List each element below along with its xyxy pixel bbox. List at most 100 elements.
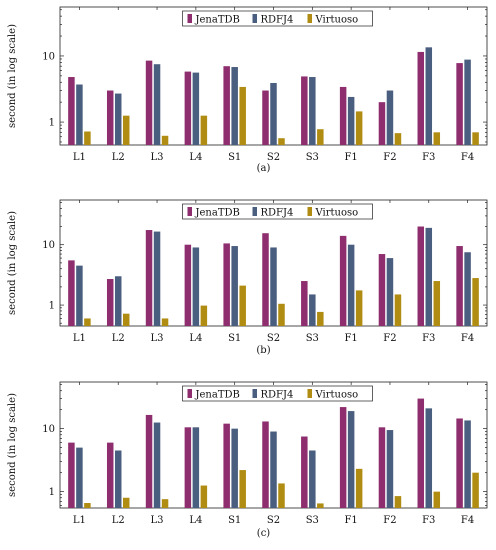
- bar-jenatdb-l2: [106, 90, 114, 145]
- x-tick-label: S1: [228, 515, 241, 526]
- bar-rdfj4-l4: [192, 247, 200, 326]
- x-tick-label: F3: [422, 515, 435, 526]
- legend: JenaTDB RDFJ4 Virtuoso: [182, 203, 373, 220]
- legend-label-virtuoso: Virtuoso: [315, 390, 359, 401]
- bar-jenatdb-l3: [145, 230, 153, 326]
- bar-virtuoso-f2: [394, 496, 402, 508]
- bar-rdfj4-l3: [153, 422, 161, 508]
- y-tick-label: 1: [49, 301, 55, 312]
- bar-jenatdb-f1: [339, 235, 347, 326]
- x-tick-label: F1: [344, 333, 357, 344]
- bar-jenatdb-s3: [301, 281, 308, 326]
- x-tick-label: L4: [189, 333, 202, 344]
- x-tick-label: S3: [306, 152, 319, 163]
- legend-label-rdfj4: RDFJ4: [261, 15, 294, 26]
- bar-rdfj4-l1: [76, 84, 83, 145]
- chart-caption: (a): [257, 163, 271, 174]
- legend-swatch-rdfj4: [252, 14, 257, 23]
- y-tick-label: 1: [49, 118, 55, 129]
- bar-rdfj4-f1: [347, 96, 355, 145]
- bar-virtuoso-s1: [239, 285, 246, 326]
- x-tick-label: F1: [344, 515, 357, 526]
- y-axis-title: second (in log scale): [7, 211, 18, 315]
- bar-rdfj4-f1: [347, 244, 355, 326]
- x-tick-label: L3: [151, 333, 164, 344]
- legend: JenaTDB RDFJ4 Virtuoso: [182, 385, 373, 402]
- x-tick-label: L1: [73, 515, 86, 526]
- x-tick-label: L4: [189, 152, 202, 163]
- bar-jenatdb-f4: [456, 418, 463, 508]
- legend-swatch-jenatdb: [187, 14, 192, 23]
- bar-jenatdb-s1: [223, 423, 230, 508]
- y-tick-label: 1: [49, 487, 55, 498]
- bar-rdfj4-f2: [386, 430, 394, 508]
- y-axis-title: second (in log scale): [7, 24, 18, 128]
- bar-rdfj4-s3: [309, 450, 316, 508]
- bar-rdfj4-f3: [425, 227, 433, 326]
- bar-jenatdb-f4: [456, 63, 463, 146]
- bar-virtuoso-l4: [200, 485, 208, 508]
- bar-jenatdb-f2: [378, 102, 386, 145]
- bar-virtuoso-s2: [278, 138, 285, 145]
- x-tick-label: S2: [267, 515, 280, 526]
- bar-rdfj4-s1: [231, 428, 238, 508]
- bar-jenatdb-l3: [145, 414, 153, 508]
- bar-jenatdb-s2: [262, 233, 269, 326]
- legend-label-virtuoso: Virtuoso: [315, 208, 359, 219]
- legend-label-virtuoso: Virtuoso: [315, 15, 359, 26]
- chart-caption: (c): [257, 528, 271, 539]
- legend-label-jenatdb: JenaTDB: [195, 208, 240, 219]
- x-tick-label: L3: [151, 515, 164, 526]
- x-tick-label: F4: [461, 515, 474, 526]
- bar-jenatdb-s2: [262, 421, 269, 508]
- bar-rdfj4-f4: [464, 59, 471, 146]
- bar-virtuoso-s3: [317, 311, 324, 326]
- bar-virtuoso-l3: [161, 318, 169, 326]
- legend-swatch-virtuoso: [307, 207, 312, 216]
- bar-rdfj4-l1: [76, 447, 83, 508]
- legend-swatch-virtuoso: [307, 389, 312, 398]
- bar-virtuoso-f3: [433, 281, 441, 326]
- x-tick-label: F3: [422, 152, 435, 163]
- x-tick-label: F4: [461, 152, 474, 163]
- bar-rdfj4-s1: [231, 67, 238, 145]
- x-tick-label: F2: [383, 515, 396, 526]
- x-tick-label: F1: [344, 152, 357, 163]
- chart-panel-3: 1 10 second (in log scale) L1 L2 L3 L4 S1 S2 S3 F1…: [7, 381, 488, 539]
- legend-label-jenatdb: JenaTDB: [195, 15, 240, 26]
- bar-rdfj4-s3: [309, 77, 316, 145]
- bar-jenatdb-s1: [223, 243, 230, 326]
- x-tick-label: F3: [422, 333, 435, 344]
- legend: JenaTDB RDFJ4 Virtuoso: [182, 10, 373, 27]
- x-tick-label: L3: [151, 152, 164, 163]
- y-tick-label: 10: [42, 424, 55, 435]
- x-tick-label: F2: [383, 333, 396, 344]
- bar-virtuoso-l1: [84, 318, 91, 326]
- bar-virtuoso-f1: [355, 111, 363, 145]
- bar-rdfj4-s2: [270, 82, 277, 145]
- bar-rdfj4-f4: [464, 252, 471, 326]
- bar-jenatdb-l2: [106, 279, 114, 326]
- bar-jenatdb-l1: [68, 260, 75, 326]
- bar-virtuoso-f4: [472, 472, 479, 508]
- bar-virtuoso-s2: [278, 483, 285, 508]
- bar-jenatdb-s1: [223, 66, 230, 145]
- legend-swatch-jenatdb: [187, 207, 192, 216]
- bar-rdfj4-f3: [425, 47, 433, 145]
- chart-caption: (b): [256, 345, 270, 356]
- legend-label-jenatdb: JenaTDB: [195, 390, 240, 401]
- x-tick-label: L2: [112, 152, 125, 163]
- bar-rdfj4-l3: [153, 231, 161, 326]
- bar-virtuoso-l1: [84, 131, 91, 145]
- legend-label-rdfj4: RDFJ4: [261, 390, 294, 401]
- bar-rdfj4-s1: [231, 246, 238, 326]
- bar-virtuoso-l2: [122, 313, 130, 326]
- x-tick-label: L2: [112, 515, 125, 526]
- legend-swatch-rdfj4: [252, 207, 257, 216]
- legend-swatch-rdfj4: [252, 389, 257, 398]
- bar-virtuoso-f3: [433, 132, 441, 145]
- x-tick-label: S2: [267, 152, 280, 163]
- bar-rdfj4-s2: [270, 247, 277, 326]
- bar-virtuoso-l4: [200, 305, 208, 326]
